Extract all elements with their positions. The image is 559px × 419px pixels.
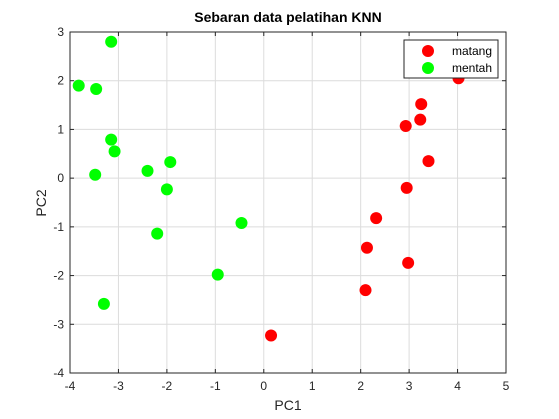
legend-marker-matang	[422, 45, 434, 57]
y-tick-label: -1	[53, 220, 64, 234]
data-point-matang	[415, 98, 428, 111]
data-point-matang	[400, 181, 413, 194]
axis-ticks: -4 -3 -2 -1 0 1 2 3 4 5 -4 -3 -2 -1 0 1 2 3	[53, 25, 509, 393]
x-tick-label: 4	[454, 379, 461, 393]
y-tick-label: 3	[57, 25, 64, 39]
legend-label-matang: matang	[452, 44, 492, 58]
data-point-mentah	[90, 82, 103, 95]
data-point-matang	[265, 329, 278, 342]
y-tick-label: 2	[57, 74, 64, 88]
data-point-mentah	[108, 145, 121, 158]
data-point-matang	[402, 256, 415, 269]
x-tick-label: 0	[260, 379, 267, 393]
data-point-mentah	[151, 227, 164, 240]
y-tick-label: -4	[53, 366, 64, 380]
data-point-mentah	[89, 168, 102, 181]
data-point-mentah	[211, 268, 224, 281]
data-point-matang	[359, 284, 372, 297]
data-point-mentah	[105, 35, 118, 48]
x-tick-label: -3	[113, 379, 124, 393]
x-tick-label: -1	[210, 379, 221, 393]
data-point-matang	[422, 155, 435, 168]
data-point-mentah	[164, 156, 177, 169]
x-axis-title: PC1	[274, 397, 301, 413]
data-point-matang	[360, 241, 373, 254]
data-point-matang	[399, 120, 412, 133]
y-axis-title: PC2	[33, 189, 49, 216]
y-tick-label: -2	[53, 269, 64, 283]
data-point-mentah	[235, 216, 248, 229]
x-tick-label: 2	[357, 379, 364, 393]
data-point-mentah	[97, 297, 110, 310]
data-point-mentah	[105, 133, 118, 146]
y-tick-label: 1	[57, 122, 64, 136]
data-point-mentah	[141, 164, 154, 177]
y-tick-label: 0	[57, 171, 64, 185]
x-tick-label: 1	[309, 379, 316, 393]
chart-title: Sebaran data pelatihan KNN	[194, 9, 382, 25]
x-tick-label: 3	[406, 379, 413, 393]
x-tick-label: 5	[503, 379, 510, 393]
legend: matang mentah	[403, 39, 499, 79]
legend-marker-mentah	[422, 62, 434, 74]
data-point-matang	[414, 113, 427, 126]
x-tick-label: -2	[162, 379, 173, 393]
x-tick-label: -4	[65, 379, 76, 393]
plot-area-frame	[69, 31, 507, 374]
data-point-matang	[370, 212, 383, 225]
data-point-mentah	[160, 183, 173, 196]
data-points	[72, 35, 465, 342]
y-tick-label: -3	[53, 317, 64, 331]
grid	[69, 31, 507, 374]
legend-box	[403, 39, 499, 79]
legend-label-mentah: mentah	[452, 61, 492, 75]
data-point-mentah	[72, 79, 85, 92]
